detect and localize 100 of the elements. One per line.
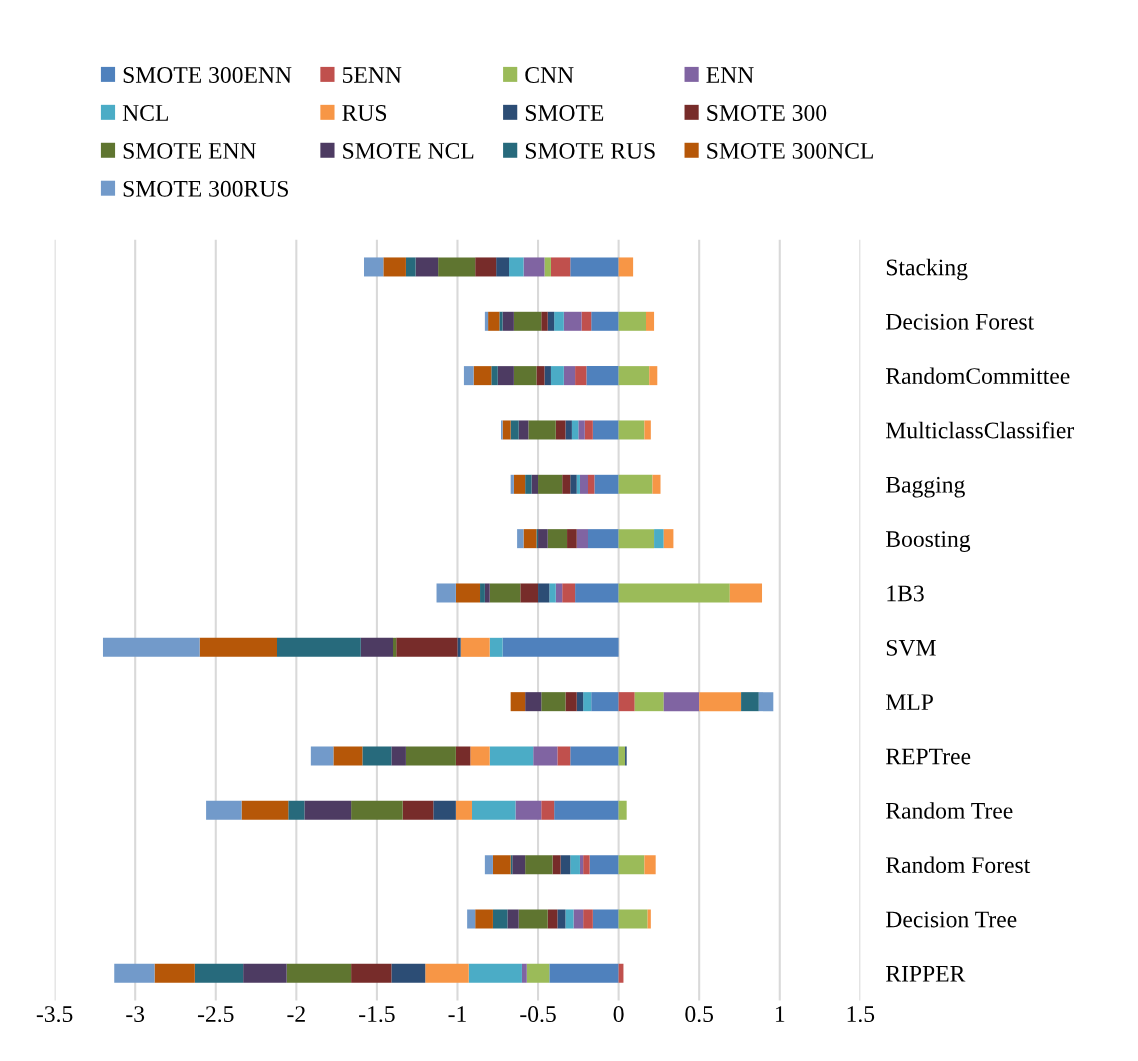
bar: [560, 855, 571, 875]
bar: [576, 529, 588, 549]
bar: [288, 800, 305, 820]
bar: [579, 855, 584, 875]
bar: [512, 855, 526, 875]
bar: [562, 583, 576, 603]
bar: [618, 692, 635, 712]
legend-label: SMOTE RUS: [525, 142, 655, 159]
bar: [583, 855, 590, 875]
y-tick-label: SVM: [886, 639, 936, 656]
bar: [570, 746, 619, 766]
x-tick-label: -2: [287, 1006, 305, 1022]
bar: [594, 474, 619, 494]
legend-label: SMOTE NCL: [343, 142, 474, 159]
bar: [471, 800, 516, 820]
bar: [583, 909, 593, 929]
bar: [525, 692, 542, 712]
bar: [154, 963, 195, 983]
bar: [489, 637, 503, 657]
bar: [393, 637, 397, 657]
bar: [652, 474, 661, 494]
bar: [547, 909, 558, 929]
bar: [333, 746, 363, 766]
legend-label: 5ENN: [342, 67, 402, 83]
y-tick-label: 1B3: [887, 585, 924, 602]
bar: [489, 583, 521, 603]
legend-label: SMOTE 300: [707, 104, 827, 121]
bar: [436, 583, 456, 603]
x-tick-label: 1.5: [847, 1006, 875, 1023]
bar: [383, 257, 406, 277]
bar: [541, 692, 566, 712]
bar: [571, 420, 579, 440]
bar: [538, 474, 563, 494]
bar: [517, 529, 524, 549]
bar: [351, 963, 392, 983]
bar: [555, 420, 566, 440]
bar: [618, 366, 650, 386]
bar: [573, 909, 584, 929]
y-tick-label: Bagging: [886, 476, 965, 498]
x-tick-label: -1.5: [359, 1006, 395, 1023]
legend-label: RUS: [342, 105, 387, 121]
bar: [618, 474, 653, 494]
bar: [362, 746, 392, 766]
y-tick-label: MulticlassClassifier: [886, 421, 1074, 439]
bar: [592, 909, 619, 929]
bar: [547, 529, 568, 549]
bar: [364, 257, 384, 277]
y-tick-label: Boosting: [886, 531, 971, 552]
bar: [310, 746, 334, 766]
x-tick-label: -3.5: [36, 1006, 73, 1023]
legend-label: CNN: [525, 67, 574, 83]
bar: [525, 474, 532, 494]
y-tick-label: RandomCommittee: [886, 367, 1070, 385]
bar: [521, 963, 527, 983]
bar: [489, 746, 534, 766]
bar: [544, 257, 551, 277]
bar: [405, 746, 456, 766]
bar: [470, 746, 490, 766]
bar: [484, 583, 490, 603]
bar: [509, 257, 524, 277]
bar: [618, 909, 648, 929]
bar: [589, 855, 619, 875]
bar: [663, 692, 700, 712]
bar: [578, 420, 585, 440]
legend-label: SMOTE 300RUS: [123, 180, 288, 197]
bar: [575, 583, 619, 603]
bar: [581, 311, 592, 331]
x-tick-label: 0: [613, 1006, 624, 1022]
bar: [241, 800, 289, 820]
bar: [554, 800, 619, 820]
y-tick-label: REPTree: [886, 748, 971, 765]
bar: [591, 311, 619, 331]
bar: [467, 909, 476, 929]
bar: [488, 311, 500, 331]
x-tick-label: -1: [448, 1006, 466, 1022]
bar: [538, 583, 550, 603]
y-tick-label: Decision Tree: [886, 911, 1017, 928]
bar: [741, 692, 759, 712]
bar: [492, 909, 508, 929]
y-tick-label: Decision Forest: [886, 313, 1035, 330]
bar: [402, 800, 434, 820]
bar: [663, 529, 674, 549]
bar: [468, 963, 522, 983]
bar: [654, 529, 664, 549]
bar: [518, 420, 529, 440]
bar: [618, 257, 634, 277]
bar: [634, 692, 664, 712]
bar: [497, 366, 514, 386]
bar: [592, 420, 619, 440]
bar: [513, 366, 537, 386]
bar: [484, 311, 489, 331]
bar: [555, 583, 563, 603]
bar: [647, 909, 651, 929]
bar: [455, 583, 481, 603]
bar: [523, 257, 545, 277]
bar: [391, 963, 426, 983]
bar: [586, 366, 619, 386]
legend-label: SMOTE: [525, 105, 604, 121]
bar: [699, 692, 742, 712]
bar: [531, 474, 539, 494]
